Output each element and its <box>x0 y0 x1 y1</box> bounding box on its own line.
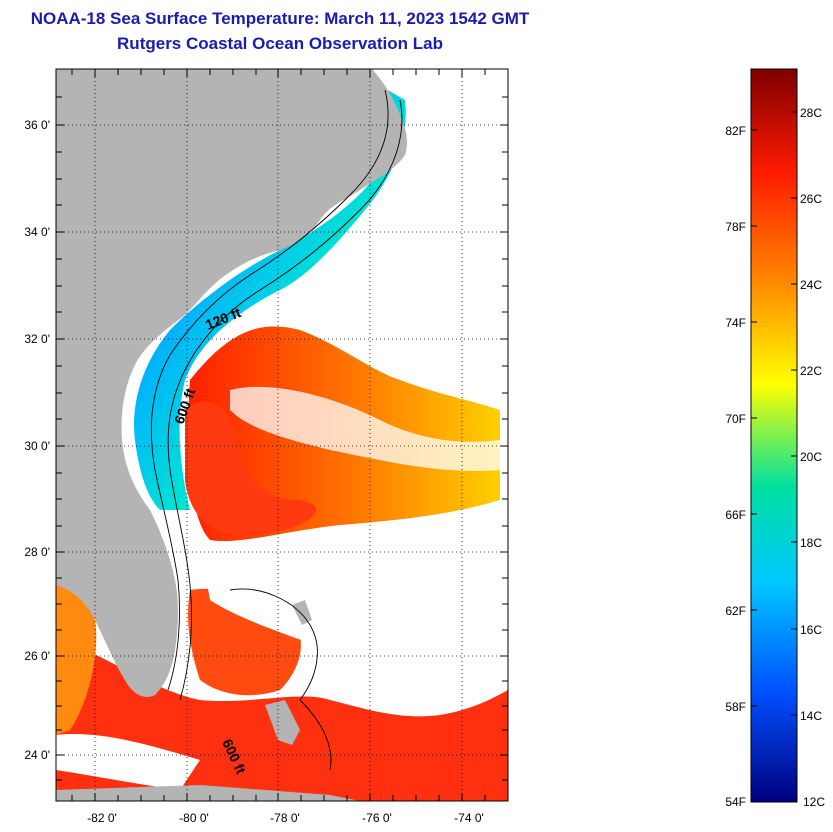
colorbar-f-label: 58F <box>725 700 746 714</box>
colorbar-f-label: 70F <box>725 412 746 426</box>
colorbar-c-label: 14C <box>800 709 822 723</box>
colorbar-c-label: 22C <box>800 364 822 378</box>
colorbar-f-label: 62F <box>725 604 746 618</box>
warm-core <box>185 401 317 536</box>
colorbar-c-label: 24C <box>800 278 822 292</box>
lat-label: 26 0' <box>24 649 50 663</box>
lon-label: -82 0' <box>87 811 117 825</box>
colorbar-ticks <box>751 111 797 716</box>
cloud-patch <box>56 734 200 790</box>
lat-label: 28 0' <box>24 545 50 559</box>
lat-label: 24 0' <box>24 748 50 762</box>
lat-label: 36 0' <box>24 118 50 132</box>
colorbar-f-label: 66F <box>725 508 746 522</box>
map-title: NOAA-18 Sea Surface Temperature: March 1… <box>30 9 530 28</box>
bahamas-land <box>265 700 300 745</box>
colorbar-c-label: 16C <box>800 623 822 637</box>
cuba-land <box>56 785 360 801</box>
map-subtitle: Rutgers Coastal Ocean Observation Lab <box>117 34 443 53</box>
isobath-120ft <box>150 89 389 691</box>
lon-label: -76 0' <box>362 811 392 825</box>
colorbar-f-label: 54F <box>725 795 746 809</box>
colorbar-c-label: 26C <box>800 192 822 206</box>
colorbar-f-label: 74F <box>725 316 746 330</box>
lat-label: 32 0' <box>24 332 50 346</box>
lon-label: -80 0' <box>179 811 209 825</box>
land-mass <box>56 69 408 697</box>
lat-label: 34 0' <box>24 225 50 239</box>
colorbar-c-label: 20C <box>800 450 822 464</box>
colorbar-f-label: 78F <box>725 220 746 234</box>
isobath-600ft <box>167 99 403 701</box>
cloud-patch <box>230 386 500 471</box>
sst-imagery: 120 ft 600 ft 600 ft <box>56 69 508 801</box>
lat-label: 30 0' <box>24 439 50 453</box>
map-frame <box>55 68 509 802</box>
map-ticks <box>56 69 508 801</box>
coastal-cold-water <box>134 80 406 510</box>
cloud-patch <box>200 543 508 690</box>
colorbar-c-label: 28C <box>800 106 822 120</box>
colorbar-c-label: 12C <box>803 795 825 809</box>
colorbar-f-label: 82F <box>725 124 746 138</box>
lon-label: -74 0' <box>454 811 484 825</box>
isobath-600ft-bahamas <box>229 588 332 771</box>
colorbar <box>750 68 798 803</box>
bahamas-land <box>292 600 312 625</box>
lon-label: -78 0' <box>270 811 300 825</box>
graticule <box>56 69 508 801</box>
colorbar-c-label: 18C <box>800 536 822 550</box>
